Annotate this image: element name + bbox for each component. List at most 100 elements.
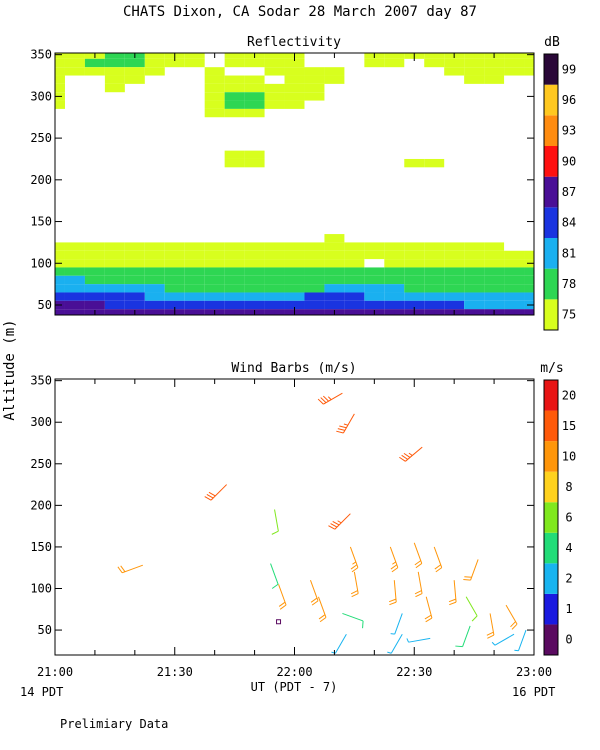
barb-flag [471, 615, 478, 622]
reflectivity-cell [104, 83, 125, 93]
reflectivity-cell [444, 284, 465, 293]
reflectivity-cell [224, 284, 245, 293]
reflectivity-cell [224, 300, 245, 310]
reflectivity-cell [324, 275, 345, 285]
reflectivity-cell [224, 150, 245, 159]
reflectivity-cell [64, 300, 85, 310]
reflectivity-cell [55, 53, 65, 59]
reflectivity-cell [424, 292, 445, 301]
reflectivity-cell [224, 275, 245, 285]
reflectivity-cell [524, 53, 534, 59]
reflectivity-unit: dB [544, 35, 560, 50]
reflectivity-cell [284, 250, 305, 260]
wind-barb [331, 633, 347, 654]
reflectivity-cell [504, 58, 525, 68]
reflectivity-cell [124, 267, 145, 276]
reflectivity-axes: 50 100 150 200 250 300 350 [30, 48, 535, 315]
barb-flag [425, 617, 433, 623]
reflectivity-cell [284, 242, 305, 251]
reflectivity-cell [524, 67, 534, 76]
reflectivity-cell [484, 67, 505, 76]
reflectivity-cell [204, 250, 225, 260]
reflectivity-cell [444, 275, 465, 285]
reflectivity-cell [244, 242, 265, 251]
reflectivity-cell [84, 242, 105, 251]
reflectivity-cell [424, 259, 445, 268]
colorbar-label: 93 [562, 124, 576, 138]
reflectivity-cell [204, 300, 225, 310]
wind-barb [505, 604, 518, 630]
reflectivity-cell [55, 100, 65, 109]
barb-flag [486, 631, 494, 636]
colorbar-label: 84 [562, 216, 576, 230]
reflectivity-cell [484, 267, 505, 276]
barb-staff [462, 625, 471, 647]
reflectivity-cell [144, 250, 165, 260]
barb-half-flag [408, 452, 413, 456]
reflectivity-cell [264, 53, 285, 59]
reflectivity-cell [264, 67, 285, 76]
reflectivity-cell [284, 275, 305, 285]
y-tick-label: 300 [30, 415, 52, 429]
reflectivity-cell [55, 242, 65, 251]
reflectivity-cell [284, 100, 305, 109]
barb-flag [310, 597, 318, 603]
reflectivity-cell [484, 58, 505, 68]
x-tick-label: 22:30 [396, 665, 432, 679]
barb-staff [317, 596, 327, 618]
wind-barb [342, 612, 364, 629]
reflectivity-cell [244, 75, 265, 84]
reflectivity-cell [64, 58, 85, 68]
reflectivity-cell [264, 284, 285, 293]
colorbar-swatch [544, 84, 558, 116]
reflectivity-cell [264, 259, 285, 268]
reflectivity-cell [124, 275, 145, 285]
reflectivity-cell [224, 83, 245, 93]
reflectivity-cell [244, 58, 265, 68]
colorbar-label: 99 [562, 62, 576, 76]
barb-staff [274, 509, 279, 532]
y-tick-label: 250 [30, 131, 52, 145]
reflectivity-cell [504, 259, 525, 268]
barb-flag [336, 430, 344, 434]
reflectivity-cell [324, 67, 345, 76]
colorbar-swatch [544, 502, 558, 533]
barb-staff [494, 633, 515, 646]
reflectivity-cell [264, 275, 285, 285]
barb-flag [350, 590, 358, 595]
colorbar-swatch [544, 441, 558, 472]
reflectivity-cell [284, 259, 305, 268]
colorbar-label: 75 [562, 308, 576, 322]
reflectivity-cell [444, 67, 465, 76]
reflectivity-cell [344, 259, 365, 268]
reflectivity-cell [64, 284, 85, 293]
wind-barb [399, 446, 423, 462]
reflectivity-cell [184, 259, 205, 268]
barb-flag [351, 567, 359, 573]
reflectivity-cell [184, 284, 205, 293]
reflectivity-cell [504, 300, 525, 310]
reflectivity-cell [384, 284, 405, 293]
barb-flag [208, 491, 216, 497]
reflectivity-cell [244, 100, 265, 109]
reflectivity-cell [384, 275, 405, 285]
reflectivity-cell [264, 300, 285, 310]
reflectivity-cell [104, 250, 125, 260]
reflectivity-cell [144, 284, 165, 293]
colorbar-label: 90 [562, 154, 576, 168]
barb-half-flag [352, 561, 357, 565]
reflectivity-cell [184, 267, 205, 276]
colorbar-label: 20 [562, 388, 576, 402]
reflectivity-cell [164, 275, 185, 285]
reflectivity-cell [484, 259, 505, 268]
colorbar-label: 6 [565, 511, 572, 525]
barb-staff [210, 484, 227, 501]
reflectivity-cell [444, 259, 465, 268]
reflectivity-cell [364, 284, 385, 293]
barb-staff [309, 580, 319, 602]
reflectivity-cell [124, 242, 145, 251]
barb-flag [399, 456, 406, 462]
reflectivity-cell [364, 267, 385, 276]
barb-staff [505, 604, 518, 625]
